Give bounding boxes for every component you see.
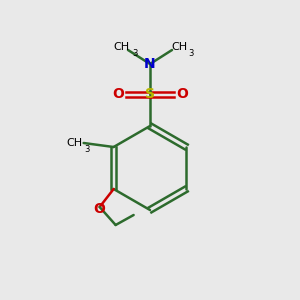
Text: 3: 3 [132, 49, 138, 58]
Text: O: O [176, 87, 188, 101]
Text: CH: CH [171, 42, 187, 52]
Text: CH: CH [113, 42, 129, 52]
Text: 3: 3 [188, 49, 194, 58]
Text: O: O [112, 87, 124, 101]
Text: O: O [94, 202, 106, 216]
Text: 3: 3 [84, 146, 89, 154]
Text: CH: CH [67, 138, 83, 148]
Text: S: S [145, 87, 155, 101]
Text: N: N [144, 57, 156, 71]
